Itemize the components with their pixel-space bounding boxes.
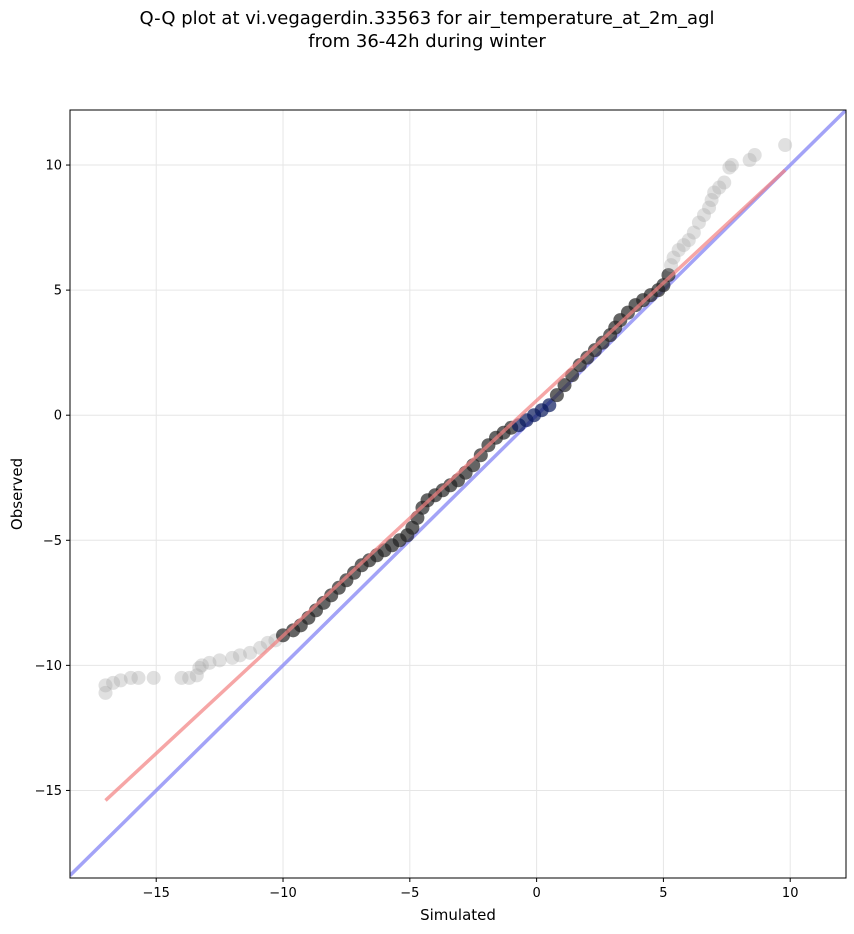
qq-point bbox=[189, 668, 204, 683]
qq-point bbox=[664, 258, 679, 273]
data-layer bbox=[70, 110, 846, 877]
qq-point bbox=[182, 670, 197, 685]
qq-point bbox=[691, 215, 706, 230]
qq-point bbox=[192, 660, 207, 675]
qq-point bbox=[702, 200, 717, 215]
chart-title-line-1: Q-Q plot at vi.vegagerdin.33563 for air_… bbox=[139, 8, 715, 29]
x-axis-label: Simulated bbox=[420, 906, 496, 924]
grid bbox=[70, 110, 846, 878]
x-tick-label: −10 bbox=[269, 886, 296, 901]
x-tick-label: 10 bbox=[782, 886, 799, 901]
y-tick-label: 0 bbox=[54, 409, 62, 424]
qq-point bbox=[707, 185, 722, 200]
x-tick-label: 0 bbox=[532, 886, 540, 901]
qq-point bbox=[202, 655, 217, 670]
qq-point bbox=[106, 675, 121, 690]
qq-point bbox=[747, 148, 762, 163]
qq-point bbox=[98, 685, 113, 700]
y-tick-label: −10 bbox=[35, 659, 62, 674]
qq-point bbox=[704, 193, 719, 208]
axes-frame bbox=[69, 109, 847, 879]
qq-point bbox=[686, 225, 701, 240]
y-tick-label: 10 bbox=[45, 159, 62, 174]
qq-point bbox=[194, 658, 209, 673]
qq-point bbox=[225, 650, 240, 665]
qq-point bbox=[676, 238, 691, 253]
qq-point bbox=[131, 670, 146, 685]
qq-point bbox=[742, 153, 757, 168]
qq-point bbox=[696, 208, 711, 223]
qq-point bbox=[557, 378, 572, 393]
qq-point bbox=[232, 648, 247, 663]
qq-point bbox=[123, 670, 138, 685]
qq-point bbox=[174, 670, 189, 685]
y-axis-label: Observed bbox=[8, 458, 26, 530]
qq-point bbox=[98, 678, 113, 693]
ticks: −15 −10 −5 0 5 10 −15 −10 −5 0 5 10 bbox=[35, 159, 799, 901]
qq-point bbox=[473, 448, 488, 463]
x-tick-label: −5 bbox=[400, 886, 419, 901]
qq-point bbox=[146, 670, 161, 685]
qq-point bbox=[661, 268, 676, 283]
qq-point bbox=[113, 673, 128, 688]
qq-point bbox=[722, 160, 737, 175]
qq-point bbox=[717, 175, 732, 190]
fit-line bbox=[104, 168, 787, 802]
qq-point bbox=[549, 388, 564, 403]
qq-point bbox=[778, 138, 793, 153]
qq-point bbox=[212, 653, 227, 668]
qq-point bbox=[243, 645, 258, 660]
qq-point bbox=[671, 243, 686, 258]
y-tick-label: −15 bbox=[35, 784, 62, 799]
identity-line bbox=[70, 110, 846, 877]
x-tick-label: −15 bbox=[143, 886, 170, 901]
y-tick-label: 5 bbox=[54, 284, 62, 299]
x-tick-label: 5 bbox=[659, 886, 667, 901]
qq-point bbox=[712, 180, 727, 195]
qq-point bbox=[681, 233, 696, 248]
qq-point bbox=[666, 250, 681, 265]
qq-point bbox=[542, 398, 557, 413]
chart-title-line-2: from 36-42h during winter bbox=[308, 31, 546, 52]
y-tick-label: −5 bbox=[43, 534, 62, 549]
qq-point bbox=[724, 158, 739, 173]
